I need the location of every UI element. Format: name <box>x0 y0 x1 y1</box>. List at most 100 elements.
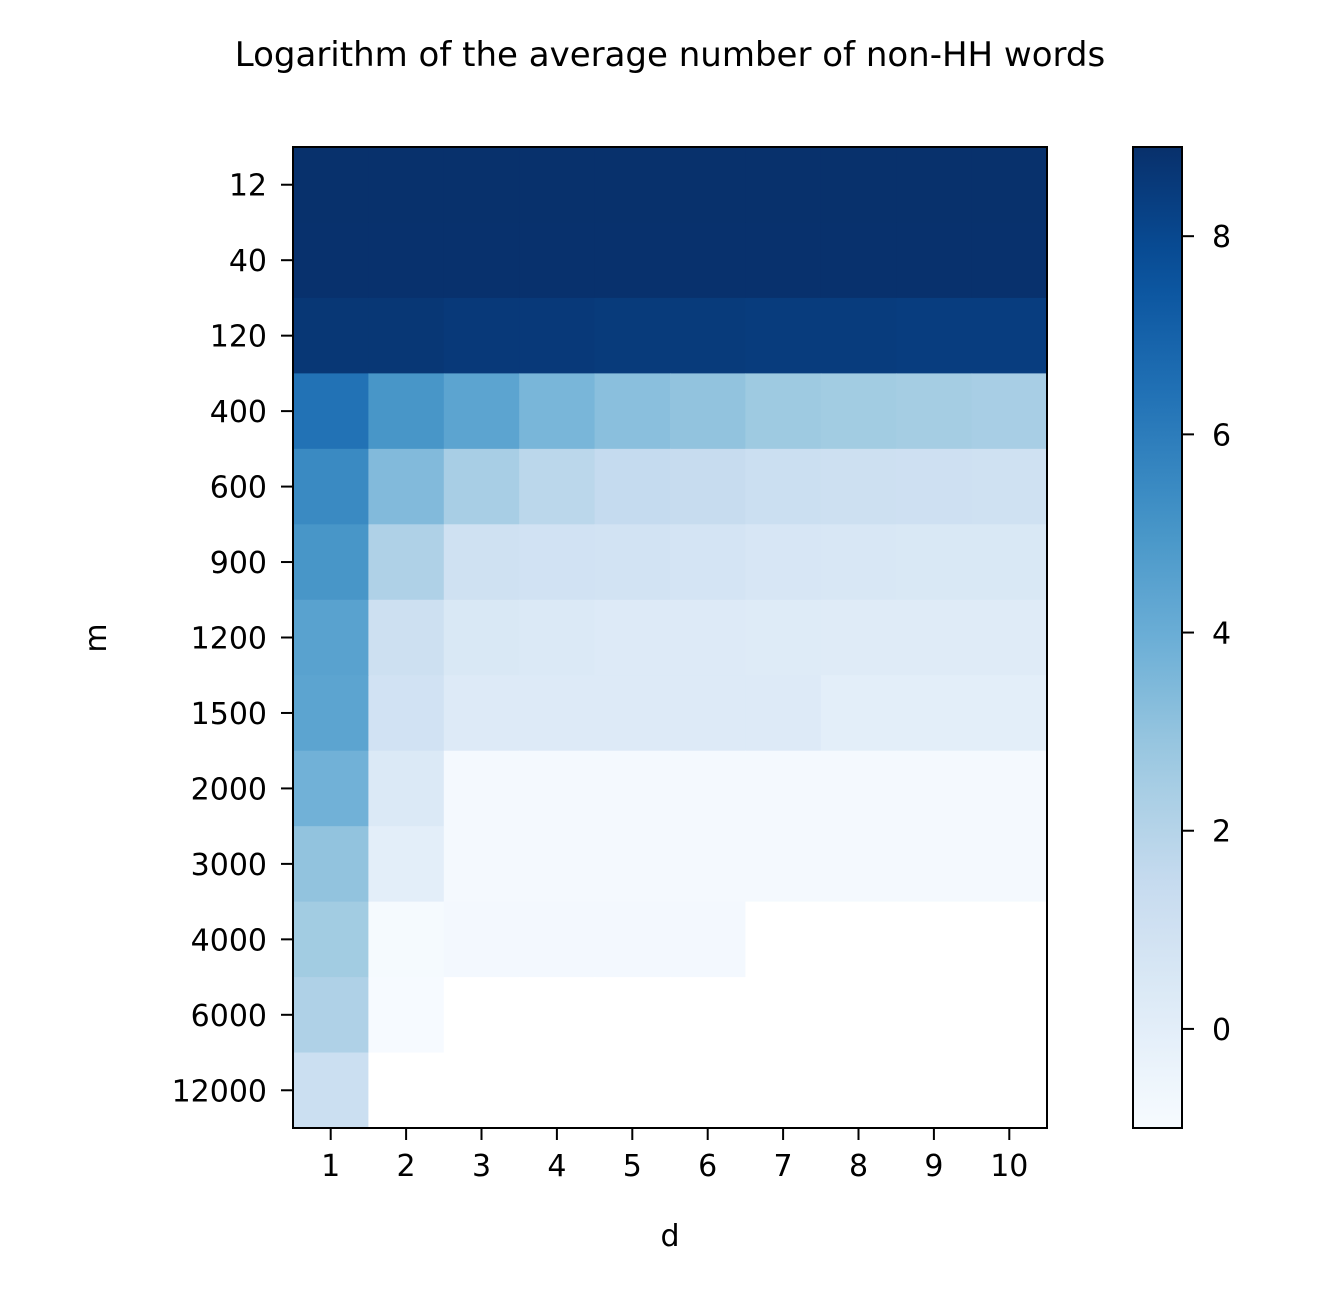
colorbar-tick-label: 8 <box>1212 220 1231 255</box>
heatmap-cell <box>368 297 445 374</box>
heatmap-cell <box>368 448 445 525</box>
heatmap-cell <box>594 524 671 601</box>
heatmap-cell <box>443 373 520 450</box>
heatmap-cell <box>293 826 369 903</box>
heatmap-cell <box>519 599 596 676</box>
heatmap-cell <box>670 448 746 525</box>
heatmap-cell <box>443 750 520 827</box>
heatmap-cell <box>670 977 746 1054</box>
heatmap-cell <box>820 675 897 752</box>
heatmap-cell <box>594 750 671 827</box>
heatmap-cell <box>971 675 1048 752</box>
heatmap-cell <box>670 599 746 676</box>
heatmap-cell <box>745 750 822 827</box>
heatmap-cell <box>519 297 596 374</box>
heatmap-cell <box>443 448 520 525</box>
heatmap-cell <box>670 675 746 752</box>
heatmap-cell <box>594 977 671 1054</box>
heatmap-cell <box>293 599 369 676</box>
heatmap-cell <box>745 524 822 601</box>
heatmap-cell <box>293 373 369 450</box>
heatmap-cell <box>745 147 822 224</box>
y-axis-ticks: 12 40 120 400 600 900 1200 1500 2000 3000 4000 6000… <box>172 169 293 1109</box>
heatmap-cell <box>519 524 596 601</box>
heatmap-cell <box>896 599 973 676</box>
heatmap-cell <box>896 977 973 1054</box>
heatmap-cell <box>519 675 596 752</box>
y-axis-label: m <box>79 623 114 652</box>
heatmap-cell <box>971 524 1048 601</box>
chart-title: Logarithm of the average number of non-H… <box>235 35 1105 75</box>
heatmap-cell <box>368 977 445 1054</box>
heatmap-cell <box>820 901 897 978</box>
heatmap-cell <box>896 147 973 224</box>
heatmap-cell <box>820 599 897 676</box>
heatmap-cell <box>293 222 369 299</box>
x-tick-label: 9 <box>924 1149 943 1184</box>
colorbar-tick-label: 4 <box>1212 617 1231 652</box>
heatmap-cell <box>519 448 596 525</box>
heatmap-cell <box>670 297 746 374</box>
heatmap-cell <box>519 1052 596 1129</box>
heatmap-cell <box>670 373 746 450</box>
heatmap-cell <box>368 222 445 299</box>
y-tick-label: 6000 <box>191 999 267 1034</box>
heatmap-cell <box>443 977 520 1054</box>
y-tick-label: 900 <box>210 546 267 581</box>
heatmap-cell <box>896 373 973 450</box>
heatmap-cell <box>443 1052 520 1129</box>
x-axis-label: d <box>660 1219 679 1254</box>
heatmap-cell <box>896 524 973 601</box>
x-tick-label: 6 <box>698 1149 717 1184</box>
y-tick-label: 40 <box>229 244 267 279</box>
heatmap-cell <box>896 222 973 299</box>
heatmap-cell <box>971 373 1048 450</box>
heatmap-cell <box>594 826 671 903</box>
heatmap-cell <box>519 901 596 978</box>
heatmap-cell <box>745 675 822 752</box>
heatmap-cell <box>368 1052 445 1129</box>
heatmap-cell <box>971 977 1048 1054</box>
x-tick-label: 5 <box>623 1149 642 1184</box>
heatmap-cell <box>670 147 746 224</box>
x-tick-label: 2 <box>397 1149 416 1184</box>
heatmap-cell <box>594 448 671 525</box>
colorbar-tick-label: 2 <box>1212 815 1231 850</box>
heatmap-cell <box>594 901 671 978</box>
heatmap-cell <box>519 222 596 299</box>
x-axis-ticks: 1 2 3 4 5 6 7 8 9 10 <box>321 1128 1028 1184</box>
heatmap-cell <box>368 901 445 978</box>
y-tick-label: 4000 <box>191 923 267 958</box>
heatmap-cell <box>820 524 897 601</box>
colorbar-tick-label: 0 <box>1212 1013 1231 1048</box>
y-tick-label: 400 <box>210 395 267 430</box>
heatmap-cell <box>745 222 822 299</box>
y-tick-label: 1200 <box>191 622 267 657</box>
heatmap-cell <box>594 297 671 374</box>
heatmap-cell <box>820 373 897 450</box>
y-tick-label: 3000 <box>191 848 267 883</box>
x-tick-label: 8 <box>849 1149 868 1184</box>
colorbar-tick-label: 6 <box>1212 418 1231 453</box>
heatmap-cell <box>745 1052 822 1129</box>
heatmap-cell <box>745 297 822 374</box>
heatmap-cell <box>820 448 897 525</box>
heatmap-cell <box>896 901 973 978</box>
heatmap-cell <box>971 750 1048 827</box>
heatmap-cell <box>519 750 596 827</box>
heatmap-cell <box>368 826 445 903</box>
heatmap-cell <box>745 901 822 978</box>
heatmap-cell <box>896 1052 973 1129</box>
heatmap-cell <box>443 222 520 299</box>
heatmap-cell <box>670 524 746 601</box>
heatmap-cell <box>820 147 897 224</box>
heatmap-cell <box>519 373 596 450</box>
heatmap-cell <box>443 675 520 752</box>
y-tick-label: 12000 <box>172 1074 267 1109</box>
heatmap-cell <box>896 750 973 827</box>
heatmap-cell <box>443 599 520 676</box>
heatmap-cell <box>368 675 445 752</box>
heatmap-cell <box>820 297 897 374</box>
